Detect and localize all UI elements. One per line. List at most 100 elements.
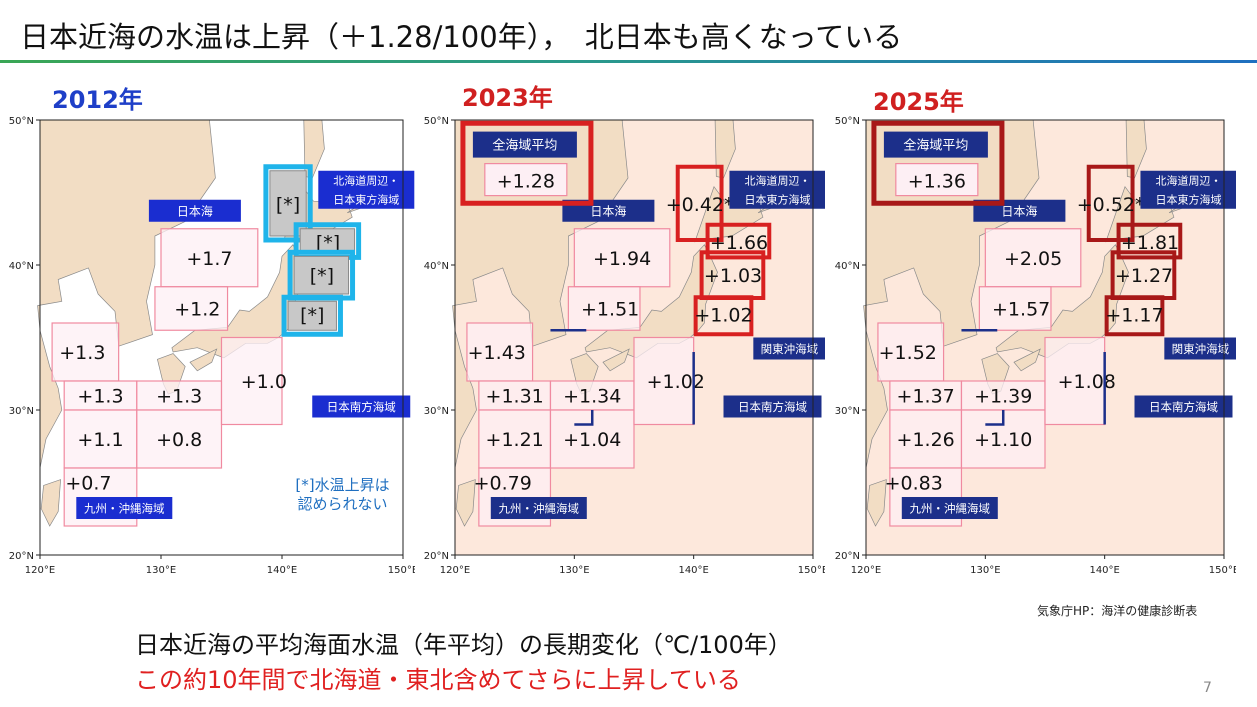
region-label-north: 北海道周辺・ bbox=[333, 173, 399, 187]
region-label-north: 日本東方海域 bbox=[333, 192, 399, 206]
lon-tick-label: 130°E bbox=[146, 565, 176, 576]
sea-area-value-east-china-n: +1.3 bbox=[77, 386, 123, 408]
region-label-north: 北海道周辺・ bbox=[1155, 173, 1221, 187]
sea-area-value-east-china-s: +1.26 bbox=[897, 429, 955, 451]
region-label-sea_japan: 日本海 bbox=[177, 203, 213, 218]
sea-area-value-kanto-n: +1.02 bbox=[694, 304, 752, 326]
lon-tick-label: 130°E bbox=[970, 565, 1000, 576]
sea-area-value-east-china-c: +1.3 bbox=[156, 386, 202, 408]
map-year-2012: 2012年 bbox=[52, 86, 143, 114]
sea-area-value-okinawa: +0.7 bbox=[65, 473, 111, 495]
lat-tick-label: 20°N bbox=[9, 551, 34, 562]
highlight-box-hokkaido-w bbox=[1086, 164, 1135, 242]
region-label-bg-south bbox=[1134, 395, 1233, 418]
sea-area-yellow-sea bbox=[51, 322, 120, 382]
sea-area-sea-japan-s bbox=[978, 286, 1052, 331]
sea-area-value-okinawa: +0.83 bbox=[885, 473, 943, 495]
sea-area-value-east-china-n: +1.37 bbox=[897, 386, 955, 408]
sea-area-value-east-china-n: +1.31 bbox=[486, 386, 544, 408]
highlight-box-hokkaido-w bbox=[263, 164, 313, 243]
map-frame bbox=[865, 119, 1225, 556]
sea-area-value-sea-japan-n: +1.94 bbox=[593, 248, 651, 270]
region-label-average: 全海域平均 bbox=[903, 138, 968, 154]
sst-map-2023: +1.94 +1.51 +1.43 +1.31 +1.34 +1.21 +1.04 +1.02… bbox=[415, 110, 825, 585]
lon-tick-label: 120°E bbox=[25, 565, 55, 576]
sea-area-east-china-n bbox=[478, 380, 552, 411]
sea-area-east-china-s bbox=[889, 409, 963, 469]
lat-tick-label: 40°N bbox=[9, 261, 34, 272]
lon-tick-label: 150°E bbox=[798, 565, 825, 576]
lat-tick-label: 50°N bbox=[9, 116, 34, 127]
average-value: +1.36 bbox=[908, 171, 966, 193]
region-label-kanto: 関東沖海域 bbox=[1172, 342, 1230, 356]
region-label-average: 全海域平均 bbox=[492, 138, 557, 154]
lat-tick-label: 50°N bbox=[424, 116, 449, 127]
land-mass bbox=[1013, 348, 1041, 372]
sea-area-value-south-japan-w: +1.10 bbox=[974, 429, 1032, 451]
sea-area-value-east-china-c: +1.34 bbox=[563, 386, 621, 408]
lat-tick-label: 30°N bbox=[9, 406, 34, 417]
lon-tick-label: 150°E bbox=[388, 565, 415, 576]
region-label-bg-kyushu bbox=[901, 497, 998, 519]
sea-area-sea-japan-s bbox=[154, 286, 229, 331]
sst-map-2012: +1.7 +1.2 +1.3 +1.3 +1.3 +1.1 +0.8 +1.0 +0.7 [*] [… bbox=[0, 110, 415, 585]
lon-tick-label: 140°E bbox=[678, 565, 708, 576]
region-label-sea_japan: 日本海 bbox=[590, 203, 626, 218]
sea-area-value-okinawa: +0.79 bbox=[474, 473, 532, 495]
lat-tick-label: 50°N bbox=[835, 116, 860, 127]
region-label-bg-north bbox=[318, 170, 415, 209]
region-label-sea_japan: 日本海 bbox=[1001, 203, 1037, 218]
land-mass bbox=[866, 479, 887, 527]
average-value-box bbox=[895, 162, 979, 197]
sea-area-value-kanto-n: +1.17 bbox=[1105, 304, 1163, 326]
region-border-line bbox=[574, 410, 594, 426]
lat-tick-label: 20°N bbox=[835, 551, 860, 562]
map-frame bbox=[39, 119, 404, 556]
title-divider bbox=[0, 60, 1257, 63]
region-label-bg-average bbox=[883, 131, 988, 158]
highlight-box-average bbox=[871, 120, 1005, 206]
lon-tick-label: 150°E bbox=[1209, 565, 1236, 576]
map-year-2025: 2025年 bbox=[873, 88, 964, 116]
sea-area-value-east-china-c: +1.39 bbox=[974, 386, 1032, 408]
region-label-bg-kyushu bbox=[490, 497, 587, 519]
region-label-south: 日本南方海域 bbox=[1149, 400, 1218, 414]
sea-area-gray-sanriku bbox=[293, 255, 350, 295]
sea-area-east-china-c bbox=[549, 380, 635, 411]
note-no-warming: [*]水温上昇は bbox=[295, 476, 389, 494]
sea-area-value-sea-japan-n: +2.05 bbox=[1004, 248, 1062, 270]
sea-area-value-south-japan-w: +1.04 bbox=[563, 429, 621, 451]
sea-area-south-japan-w bbox=[136, 409, 223, 469]
region-label-bg-sea_japan bbox=[148, 199, 241, 222]
region-label-kyushu: 九州・沖縄海域 bbox=[84, 501, 165, 515]
land-mass bbox=[602, 348, 630, 372]
lat-tick-label: 30°N bbox=[424, 406, 449, 417]
lat-tick-label: 40°N bbox=[835, 261, 860, 272]
lon-tick-label: 140°E bbox=[1089, 565, 1119, 576]
sea-area-value-east-china-s: +1.1 bbox=[77, 429, 123, 451]
note-no-warming: 認められない bbox=[297, 495, 387, 513]
region-label-bg-south bbox=[312, 395, 411, 418]
sea-area-kanto bbox=[1044, 336, 1106, 426]
region-label-bg-kanto bbox=[1164, 337, 1236, 360]
region-label-kyushu: 九州・沖縄海域 bbox=[910, 501, 991, 515]
sea-area-value-kanto: +1.08 bbox=[1058, 371, 1116, 393]
highlight-box-average bbox=[460, 120, 594, 206]
region-label-bg-kanto bbox=[753, 337, 825, 360]
source-note: 気象庁HP：海洋の健康診断表 bbox=[1037, 604, 1198, 618]
slide-title: 日本近海の水温は上昇（＋1.28/100年）， 北日本も高くなっている bbox=[20, 20, 903, 54]
lon-tick-label: 140°E bbox=[267, 565, 297, 576]
sea-area-value-hokkaido-e: [*] bbox=[316, 232, 340, 254]
sea-area-yellow-sea bbox=[466, 322, 534, 382]
highlight-box-hokkaido-e bbox=[705, 222, 772, 260]
region-label-kanto: 関東沖海域 bbox=[761, 342, 819, 356]
sea-area-value-sanriku: [*] bbox=[310, 265, 334, 287]
map-year-2023: 2023年 bbox=[462, 84, 553, 112]
region-label-kyushu: 九州・沖縄海域 bbox=[499, 501, 580, 515]
highlight-box-kanto-n bbox=[1104, 295, 1165, 337]
region-label-bg-north bbox=[1140, 170, 1236, 209]
highlight-box-hokkaido-w bbox=[675, 164, 724, 242]
highlight-box-kanto-n bbox=[693, 295, 754, 337]
sea-area-gray-hokkaido-e bbox=[299, 228, 356, 254]
sea-area-value-sanriku: +1.27 bbox=[1115, 265, 1173, 287]
